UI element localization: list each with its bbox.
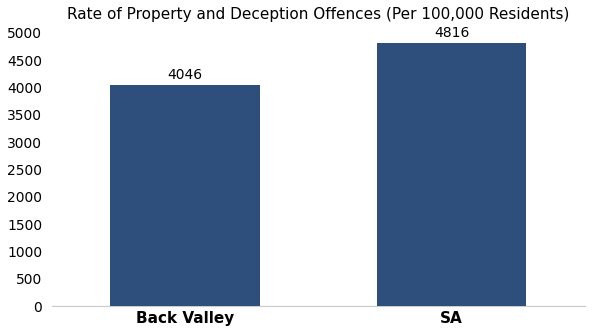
Text: 4816: 4816 (434, 26, 469, 40)
Text: 4046: 4046 (168, 68, 202, 82)
Title: Rate of Property and Deception Offences (Per 100,000 Residents): Rate of Property and Deception Offences … (67, 7, 570, 22)
Bar (111, 85, 260, 306)
Bar (377, 43, 526, 306)
